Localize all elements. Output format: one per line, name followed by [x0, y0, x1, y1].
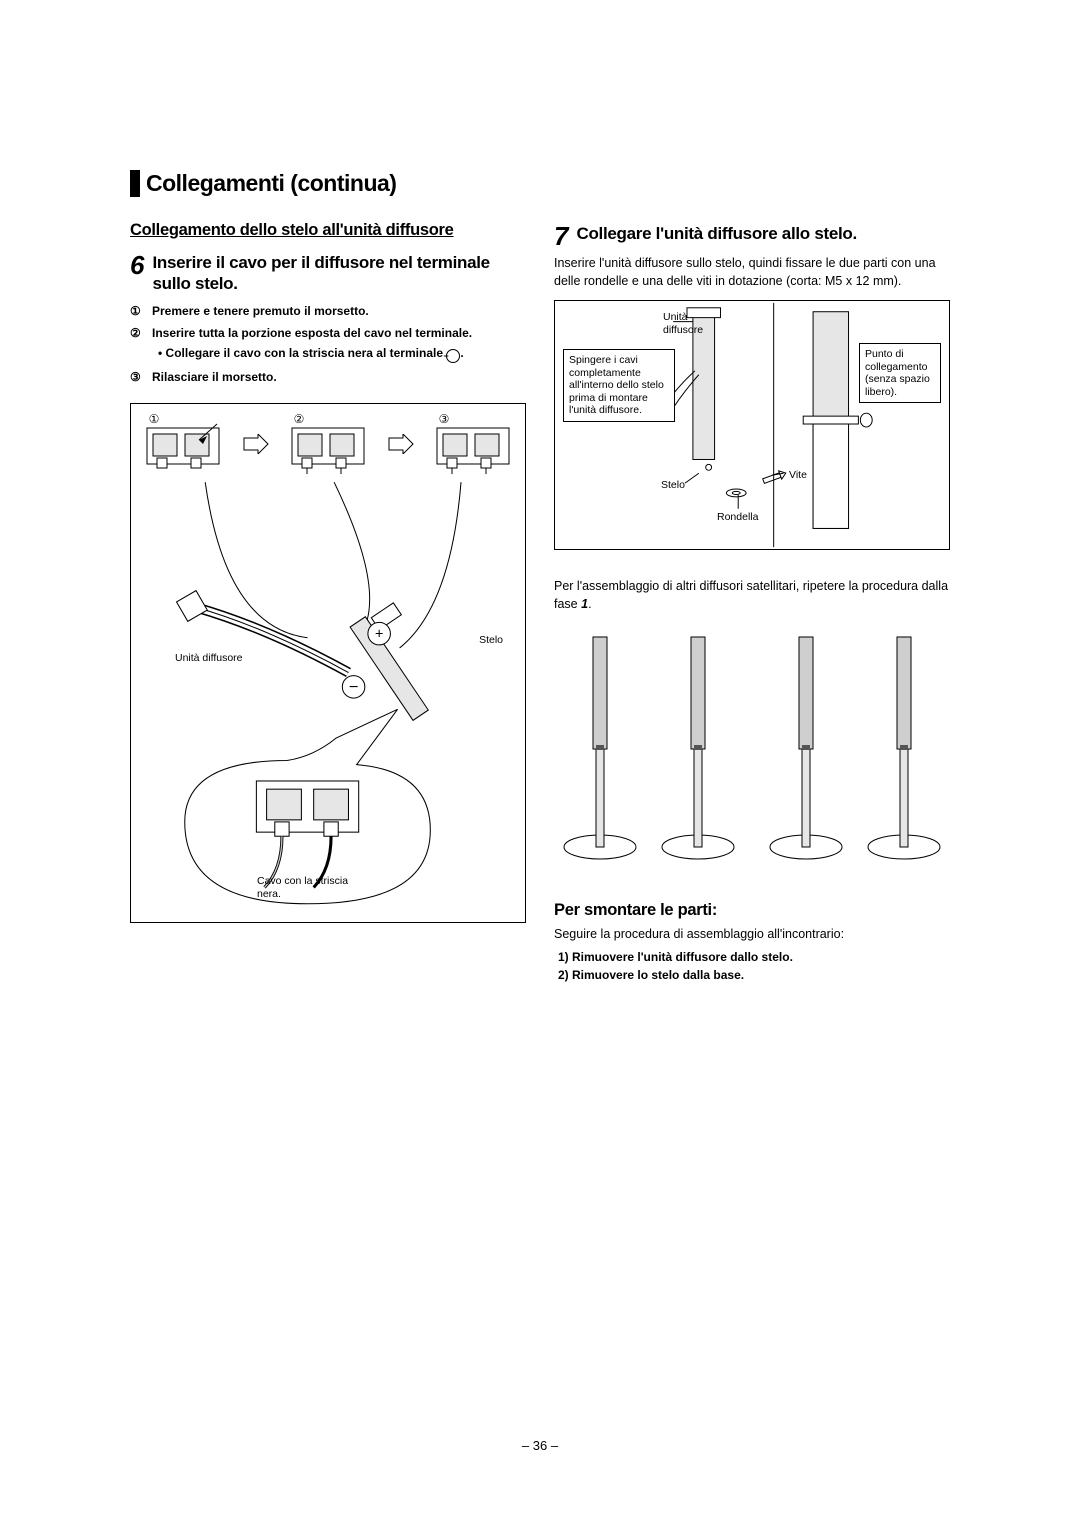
disassemble-title: Per smontare le parti:: [554, 901, 950, 920]
figure-attach-speaker: Unità diffusore Stelo Vite Rondella Spin…: [554, 300, 950, 550]
fig-marker-3: ③: [435, 410, 453, 428]
note-punto-collegamento: Punto di collegamento (senza spazio libe…: [859, 343, 941, 403]
callout-illustration: + −: [131, 474, 525, 914]
disassemble-list: 1) Rimuovere l'unità diffusore dallo ste…: [554, 948, 950, 984]
terminal-step-2: ②: [286, 414, 370, 474]
minus-icon: −: [446, 349, 460, 363]
label-cavo-striscia: Cavo con la striscia nera.: [257, 875, 367, 900]
step-6-text: Inserire il cavo per il diffusore nel te…: [152, 252, 526, 295]
step-6-number: 6: [130, 252, 144, 278]
figure-terminal-connection: ①: [130, 403, 526, 923]
terminal-step-1: ①: [141, 414, 225, 474]
speaker-stand-icon: [766, 633, 846, 863]
label-rondella: Rondella: [717, 511, 758, 524]
arrow-right-icon: [387, 434, 415, 454]
repeat-note: Per l'assemblaggio di altri diffusori sa…: [554, 578, 950, 613]
substep-1-text: Premere e tenere premuto il morsetto.: [152, 303, 526, 319]
substep-1-marker: ①: [130, 303, 146, 319]
label-stelo-r: Stelo: [661, 479, 685, 492]
step-7-intro: Inserire l'unità diffusore sullo stelo, …: [554, 255, 950, 290]
list-item: ① Premere e tenere premuto il morsetto.: [130, 303, 526, 319]
speaker-stand-icon: [560, 633, 640, 863]
substep-list: ① Premere e tenere premuto il morsetto. …: [130, 303, 526, 386]
arrow-right-icon: [242, 434, 270, 454]
label-unita-diffusore: Unità diffusore: [175, 652, 243, 665]
list-item: 1) Rimuovere l'unità diffusore dallo ste…: [554, 948, 950, 966]
note-spingere-cavi: Spingere i cavi completamente all'intern…: [563, 349, 675, 422]
substep-3-text: Rilasciare il morsetto.: [152, 369, 526, 385]
speaker-stand-icon: [658, 633, 738, 863]
left-subtitle: Collegamento dello stelo all'unità diffu…: [130, 221, 526, 240]
label-unita-diffusore-r: Unità diffusore: [663, 311, 713, 336]
label-vite: Vite: [789, 469, 807, 482]
list-item: ③ Rilasciare il morsetto.: [130, 369, 526, 385]
section-title: Collegamenti (continua): [130, 170, 396, 197]
substep-2-text: Inserire tutta la porzione esposta del c…: [152, 325, 526, 341]
substep-2-bullet: • Collegare il cavo con la striscia nera…: [152, 345, 526, 363]
svg-text:+: +: [375, 627, 383, 643]
substep-3-marker: ③: [130, 369, 146, 385]
label-stelo: Stelo: [479, 634, 503, 647]
svg-text:−: −: [349, 678, 359, 696]
list-item: 2) Rimuovere lo stelo dalla base.: [554, 966, 950, 984]
step-7-text: Collegare l'unità diffusore allo stelo.: [576, 223, 856, 244]
figure-four-speakers: [554, 633, 950, 863]
list-item: ② Inserire tutta la porzione esposta del…: [130, 325, 526, 363]
substep-2-marker: ②: [130, 325, 146, 363]
speaker-stand-icon: [864, 633, 944, 863]
fig-marker-2: ②: [290, 410, 308, 428]
page-number: – 36 –: [0, 1438, 1080, 1453]
terminal-step-3: ③: [431, 414, 515, 474]
step-7-number: 7: [554, 223, 568, 249]
fig-marker-1: ①: [145, 410, 163, 428]
disassemble-intro: Seguire la procedura di assemblaggio all…: [554, 926, 950, 944]
